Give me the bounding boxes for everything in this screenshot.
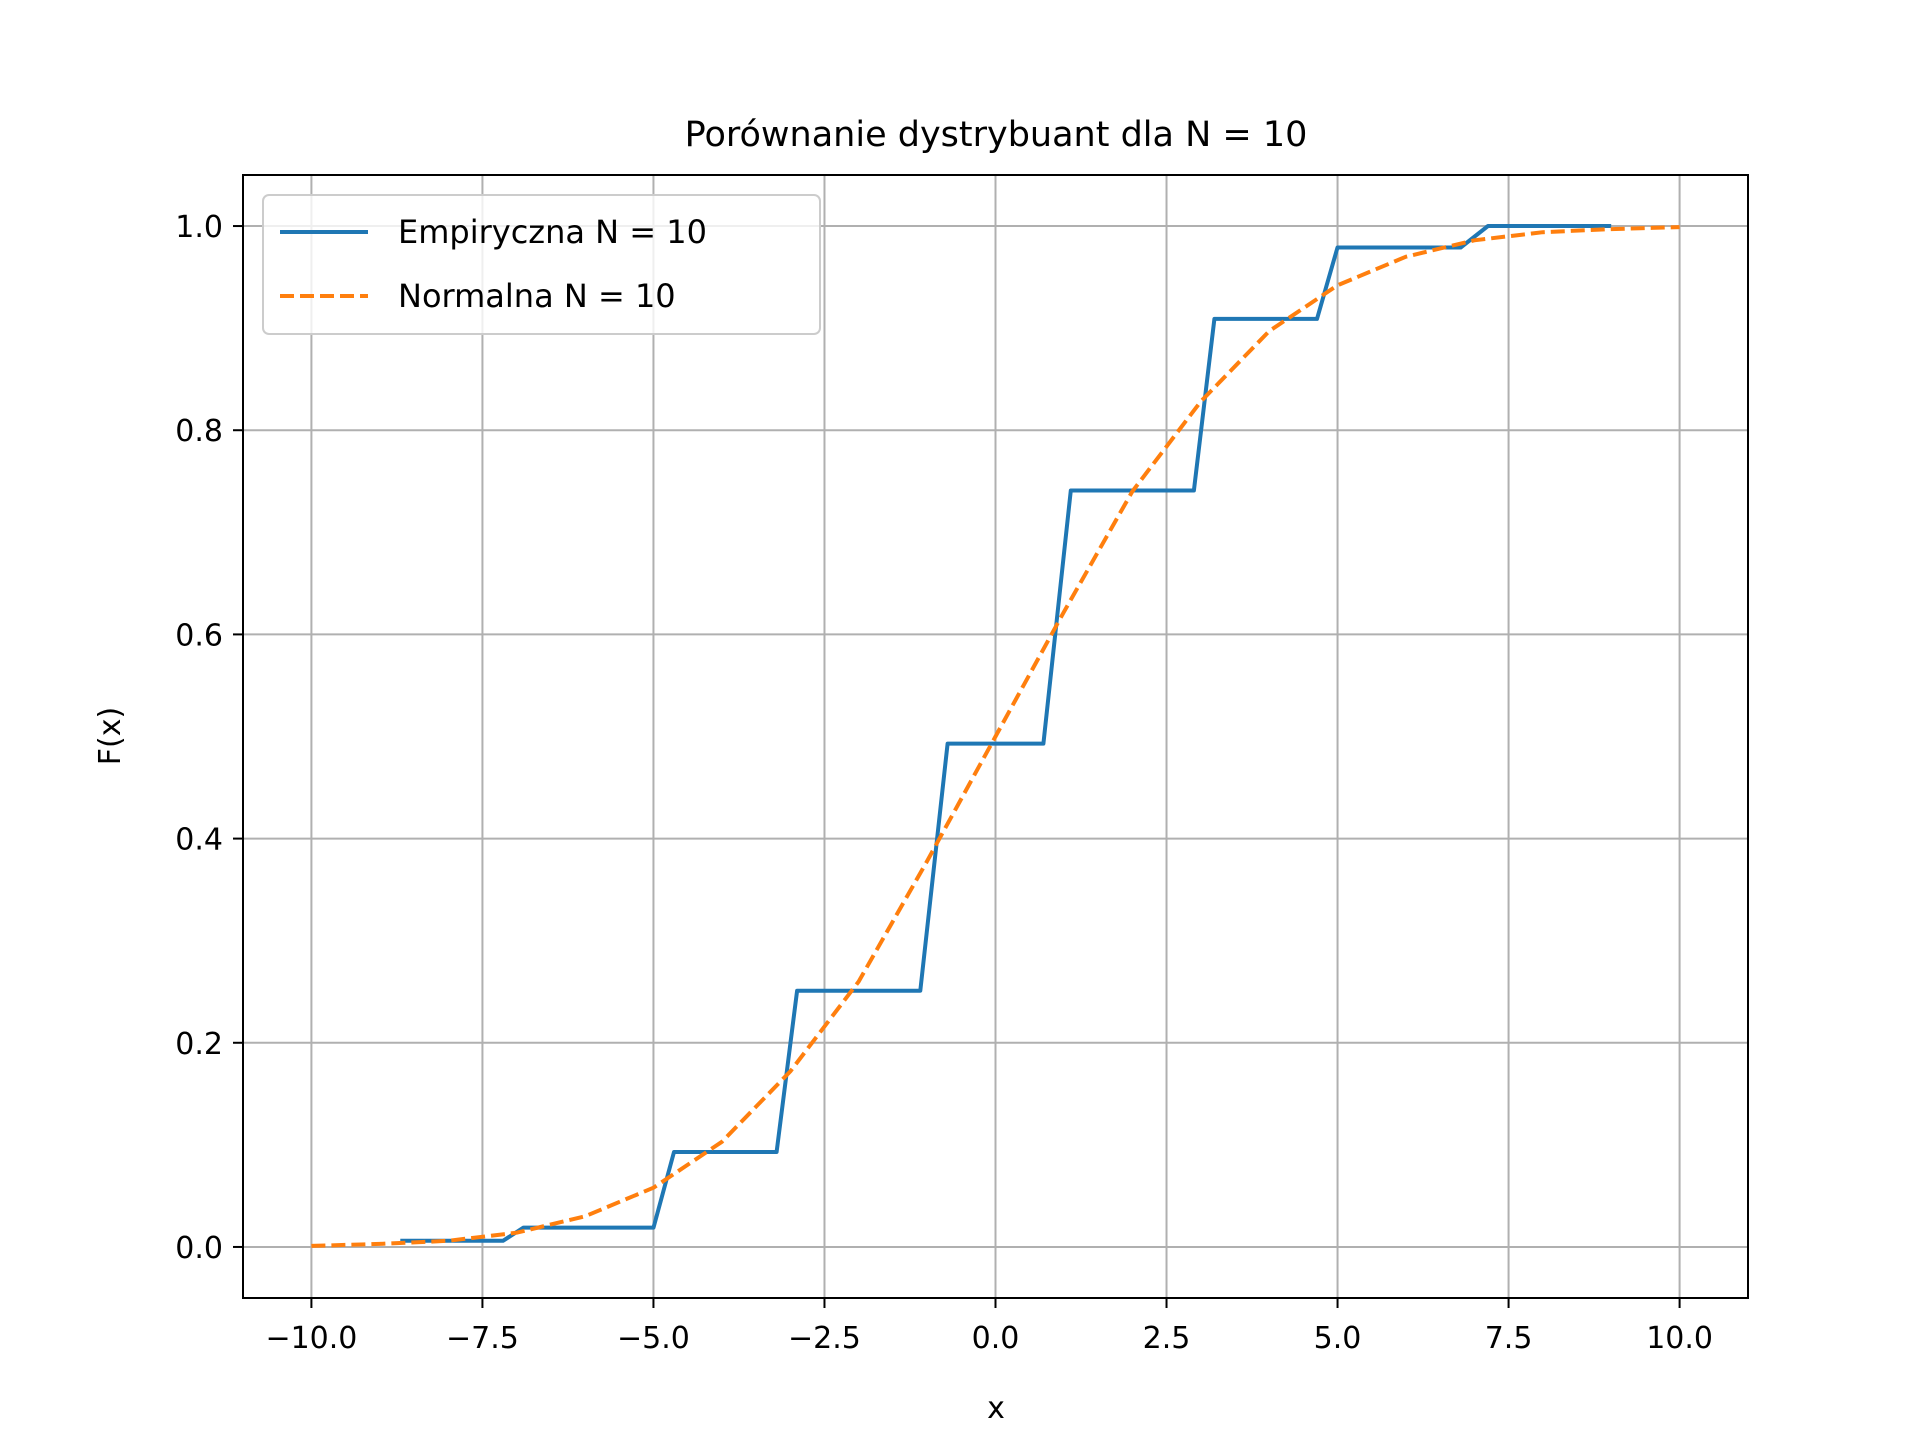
legend-label: Empiryczna N = 10 xyxy=(398,213,707,251)
x-tick-label: −2.5 xyxy=(788,1321,861,1356)
grid-lines xyxy=(243,175,1748,1298)
x-axis-label: x xyxy=(987,1391,1005,1426)
y-tick-label: 0.8 xyxy=(175,414,223,449)
legend: Empiryczna N = 10 Normalna N = 10 xyxy=(262,194,821,335)
x-tick-label: −5.0 xyxy=(617,1321,690,1356)
legend-label: Normalna N = 10 xyxy=(398,277,676,315)
y-tick-label: 0.2 xyxy=(175,1027,223,1062)
y-axis-label: F(x) xyxy=(93,707,128,765)
x-tick-label: 7.5 xyxy=(1485,1321,1533,1356)
x-axis-ticks: −10.0 −7.5 −5.0 −2.5 0.0 2.5 5.0 7.5 10.0 xyxy=(265,1298,1713,1356)
y-tick-label: 0.0 xyxy=(175,1231,223,1266)
y-tick-label: 0.4 xyxy=(175,823,223,858)
chart-title: Porównanie dystrybuant dla N = 10 xyxy=(685,115,1308,155)
series-layer xyxy=(311,224,1680,1248)
x-tick-label: 2.5 xyxy=(1143,1321,1191,1356)
series-line-empirical xyxy=(400,224,1612,1243)
y-tick-label: 0.6 xyxy=(175,618,223,653)
y-axis-ticks: 0.0 0.2 0.4 0.6 0.8 1.0 xyxy=(175,210,243,1266)
x-tick-label: 10.0 xyxy=(1646,1321,1713,1356)
x-tick-label: 5.0 xyxy=(1314,1321,1362,1356)
legend-box xyxy=(262,194,821,335)
series-line-normal xyxy=(311,225,1680,1248)
x-tick-label: 0.0 xyxy=(972,1321,1020,1356)
y-tick-label: 1.0 xyxy=(175,210,223,245)
x-tick-label: −7.5 xyxy=(446,1321,519,1356)
x-tick-label: −10.0 xyxy=(265,1321,357,1356)
